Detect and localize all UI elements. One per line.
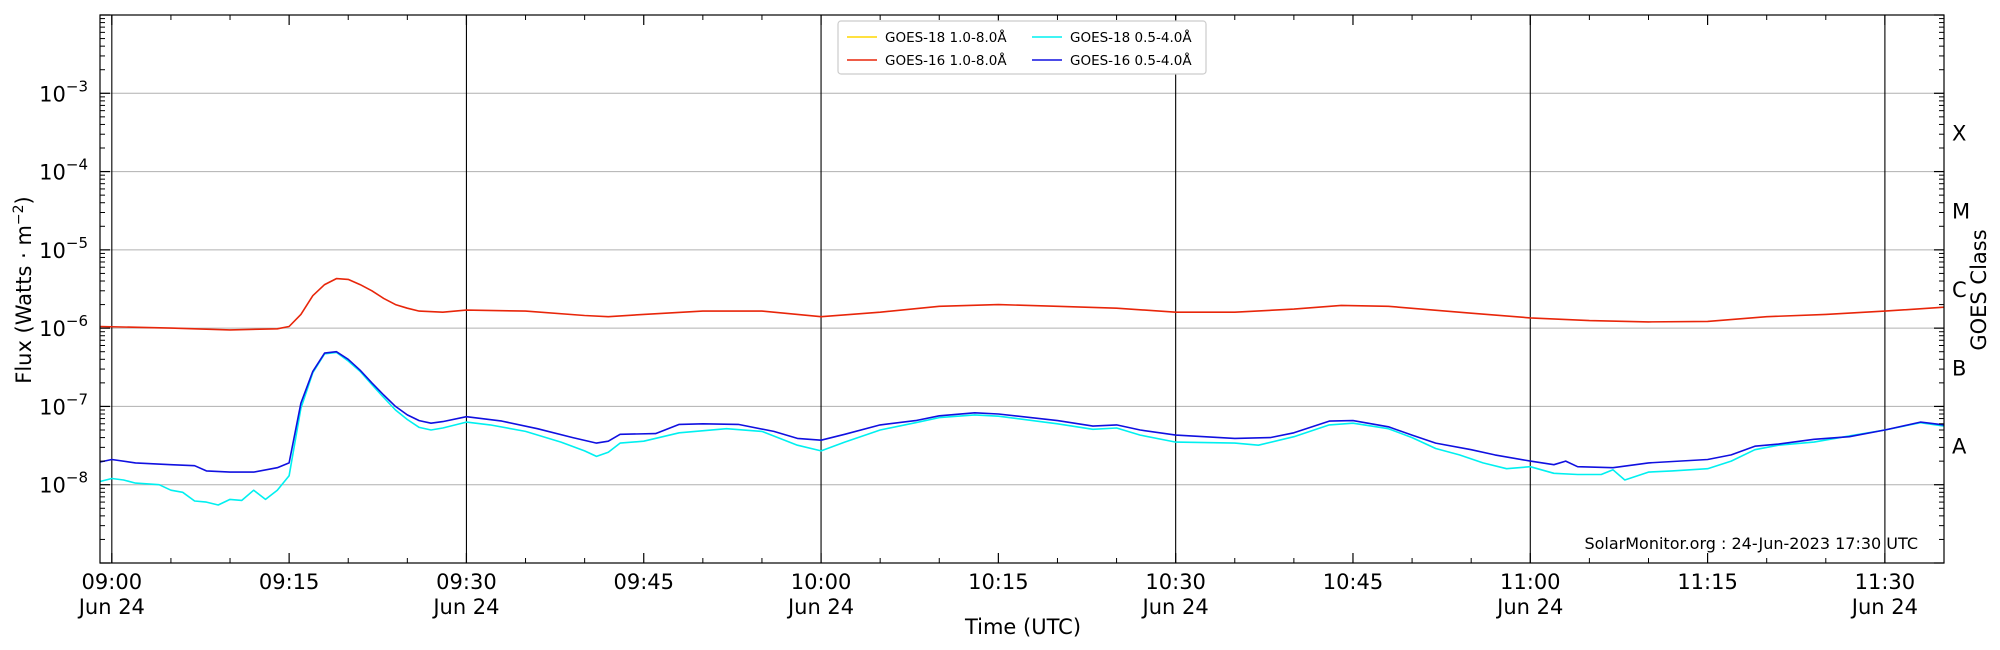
goes-class-label-b: B <box>1952 356 1966 380</box>
goes-class-label-a: A <box>1952 435 1967 459</box>
series-layer <box>99 277 1945 506</box>
y-axis-title-sup: −2 <box>11 204 27 225</box>
x-tick-label-9: 11:15 <box>1677 570 1738 594</box>
axes-layer <box>99 14 1945 564</box>
y-axis-title: Flux (Watts · m−2) <box>11 196 36 384</box>
x-axis-title: Time (UTC) <box>964 615 1081 639</box>
plot-frame <box>99 14 1945 564</box>
x-tick-label-10: 11:30 <box>1855 570 1916 594</box>
x-tick-label-2: 09:30 <box>436 570 497 594</box>
series-line-1 <box>99 277 1945 331</box>
y-tick-label-5: 10−3 <box>39 77 88 106</box>
y-tick-label-3: 10−5 <box>39 234 88 263</box>
goes-class-label-c: C <box>1952 278 1967 302</box>
legend-label-2: GOES-18 0.5-4.0Å <box>1070 29 1192 46</box>
y-tick-label-2: 10−6 <box>39 312 88 341</box>
watermark: SolarMonitor.org : 24-Jun-2023 17:30 UTC <box>1584 534 1918 553</box>
legend: GOES-18 1.0-8.0Å GOES-16 1.0-8.0Å GOES-18 … <box>837 20 1207 75</box>
legend-label-1: GOES-16 1.0-8.0Å <box>885 52 1007 69</box>
series-line-3 <box>99 350 1945 473</box>
legend-frame <box>837 20 1207 75</box>
x-tick-label-7: 10:45 <box>1323 570 1384 594</box>
legend-label-0: GOES-18 1.0-8.0Å <box>885 29 1007 46</box>
series-line-2 <box>99 351 1945 506</box>
x-tick-date-4: Jun 24 <box>786 595 854 619</box>
x-tick-date-6: Jun 24 <box>1141 595 1209 619</box>
x-tick-label-8: 11:00 <box>1500 570 1561 594</box>
y-axis-title-main: Flux (Watts · m <box>12 225 36 384</box>
y-tick-label-0: 10−8 <box>39 469 88 498</box>
x-tick-date-8: Jun 24 <box>1495 595 1563 619</box>
y-axis-title-close: ) <box>12 196 36 204</box>
x-tick-label-3: 09:45 <box>613 570 674 594</box>
x-tick-date-10: Jun 24 <box>1850 595 1918 619</box>
x-tick-date-0: Jun 24 <box>77 595 145 619</box>
legend-label-3: GOES-16 0.5-4.0Å <box>1070 52 1192 69</box>
y-tick-label-4: 10−4 <box>39 156 88 185</box>
x-tick-label-5: 10:15 <box>968 570 1029 594</box>
goes-class-label-x: X <box>1952 121 1966 145</box>
x-tick-label-0: 09:00 <box>82 570 143 594</box>
y-tick-label-1: 10−7 <box>39 390 88 419</box>
x-tick-label-6: 10:30 <box>1145 570 1206 594</box>
x-tick-label-4: 10:00 <box>791 570 852 594</box>
goes-class-axis-title: GOES Class <box>1967 229 1991 350</box>
x-tick-label-1: 09:15 <box>259 570 320 594</box>
grid-layer <box>100 15 1944 563</box>
x-tick-date-2: Jun 24 <box>431 595 499 619</box>
goes-class-label-m: M <box>1952 200 1970 224</box>
